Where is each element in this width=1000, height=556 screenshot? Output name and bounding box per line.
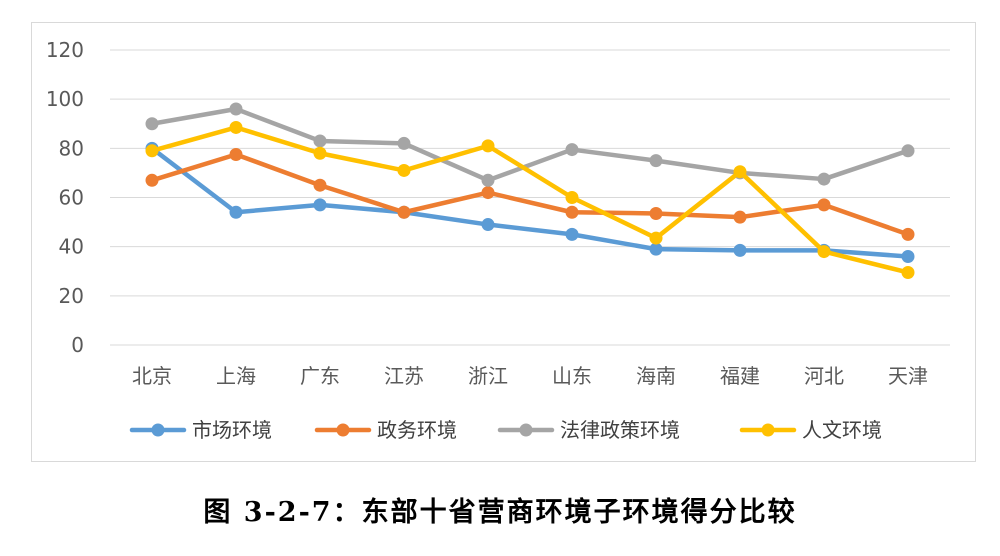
data-point (481, 218, 495, 232)
data-point (313, 134, 327, 148)
data-point (397, 136, 411, 150)
data-point (145, 117, 159, 131)
x-tick-label: 海南 (636, 364, 676, 388)
x-tick-label: 广东 (300, 364, 340, 388)
data-point (733, 210, 747, 224)
legend-marker (761, 423, 775, 437)
data-point (229, 102, 243, 116)
legend-label: 政务环境 (377, 418, 457, 442)
legend-marker (519, 423, 533, 437)
y-tick-label: 80 (59, 136, 84, 160)
data-point (733, 165, 747, 179)
figure-caption: 图 3-2-7：东部十省营商环境子环境得分比较 (203, 497, 797, 528)
y-tick-label: 100 (46, 87, 84, 111)
data-point (817, 172, 831, 186)
x-tick-label: 浙江 (468, 364, 508, 388)
legend-marker (151, 423, 165, 437)
y-tick-label: 0 (71, 333, 84, 357)
legend-label: 市场环境 (192, 418, 272, 442)
x-tick-label: 上海 (216, 364, 256, 388)
data-point (817, 198, 831, 212)
x-tick-label: 江苏 (384, 364, 424, 388)
data-point (565, 205, 579, 219)
data-point (649, 231, 663, 245)
series-line (149, 106, 911, 183)
y-tick-label: 20 (59, 284, 84, 308)
data-point (145, 173, 159, 187)
data-point (565, 143, 579, 157)
y-tick-label: 60 (59, 186, 84, 210)
data-point (649, 206, 663, 220)
legend-label: 法律政策环境 (560, 418, 680, 442)
data-point (313, 146, 327, 160)
data-point (649, 242, 663, 256)
series-line (149, 125, 911, 275)
x-tick-label: 河北 (804, 364, 844, 388)
data-point (901, 227, 915, 241)
data-point (397, 163, 411, 177)
data-point (565, 191, 579, 204)
x-tick-label: 天津 (888, 364, 928, 388)
data-point (229, 120, 243, 134)
data-point (565, 227, 579, 241)
data-point (901, 144, 915, 158)
data-point (481, 139, 495, 153)
data-point (313, 198, 327, 212)
data-point (397, 205, 411, 219)
data-point (145, 144, 159, 158)
data-point (481, 173, 495, 187)
y-tick-label: 40 (59, 235, 84, 259)
legend-label: 人文环境 (802, 418, 882, 442)
x-tick-label: 北京 (132, 364, 172, 388)
data-point (229, 205, 243, 219)
data-point (481, 186, 495, 200)
data-point (901, 250, 915, 263)
chart-frame: 0 20 40 60 80 100 120 北京 上海 广东 江苏 浙江 山东 海南 福建 河北 天津市场环境 政… (31, 22, 976, 462)
data-point (733, 243, 747, 257)
data-point (649, 154, 663, 168)
x-tick-label: 山东 (552, 364, 592, 388)
legend-marker (336, 423, 350, 437)
data-point (229, 147, 243, 161)
series-line (149, 146, 911, 259)
x-tick-label: 福建 (720, 364, 760, 388)
y-tick-label: 120 (46, 38, 84, 62)
data-point (313, 178, 327, 192)
data-point (817, 245, 831, 259)
data-point (901, 265, 915, 279)
